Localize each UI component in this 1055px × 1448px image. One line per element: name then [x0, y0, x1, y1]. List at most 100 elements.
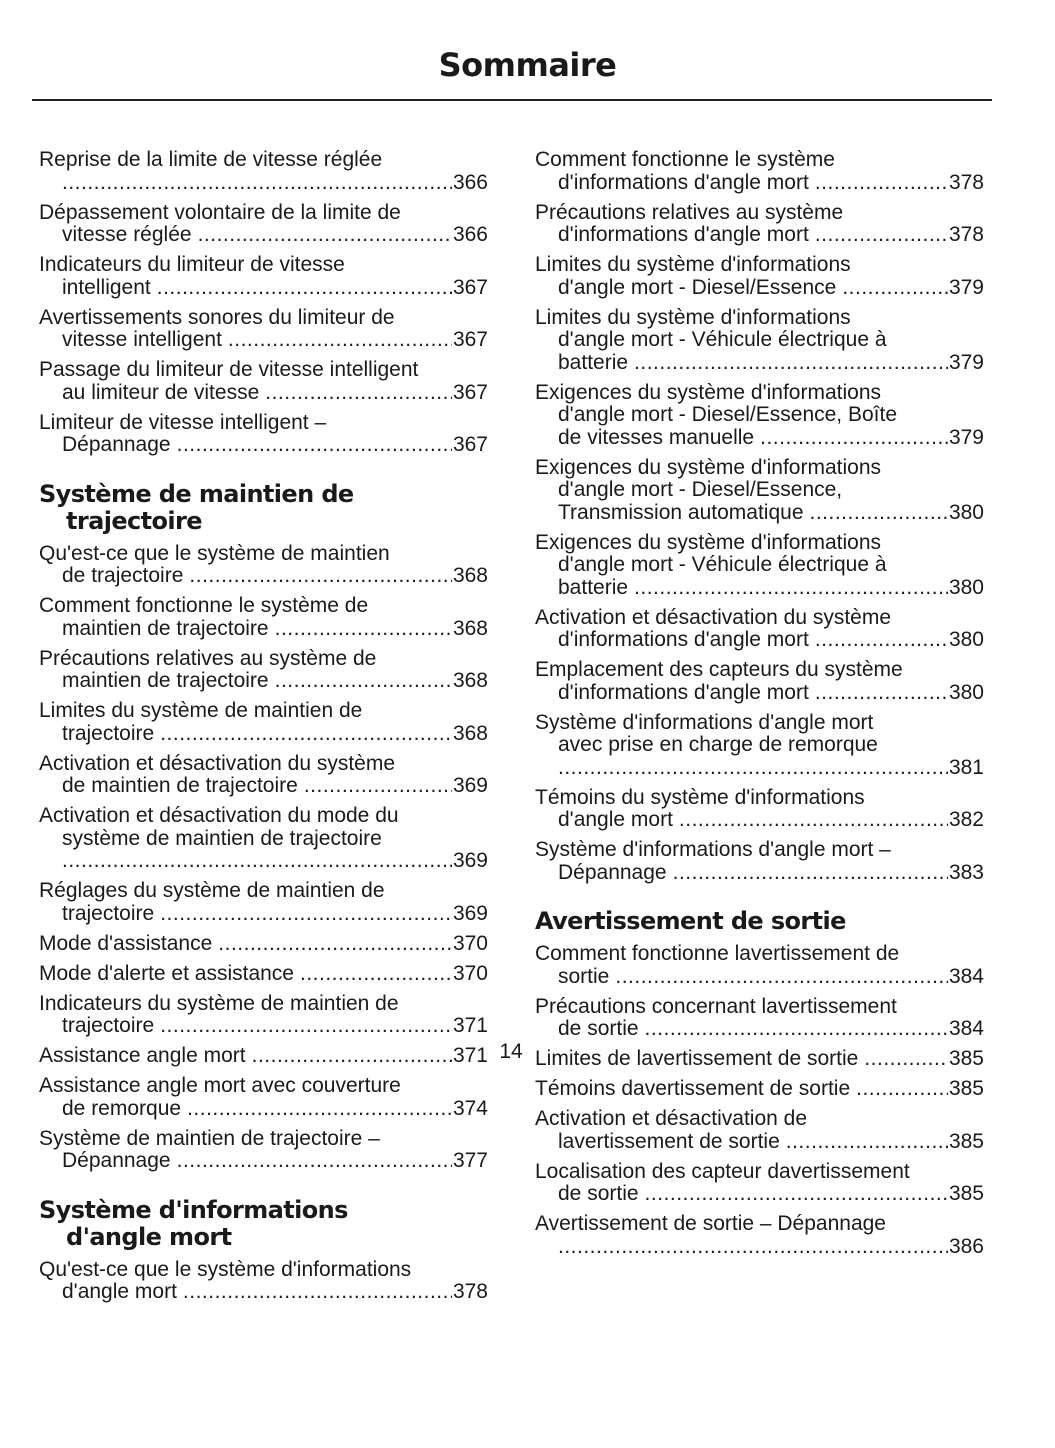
toc-page-number[interactable]: 370	[452, 961, 488, 985]
toc-entry[interactable]: Comment fonctionne le système de maintien…	[39, 594, 488, 640]
dot-leader	[815, 224, 948, 247]
toc-entry[interactable]: Système d'informations d'angle mort – Dép…	[535, 838, 984, 884]
toc-entry-text: Localisation des capteur davertissement	[535, 1159, 910, 1183]
toc-page-number[interactable]: 368	[452, 616, 488, 640]
toc-entry-last-line: 369	[39, 849, 488, 873]
toc-page-number[interactable]: 381	[948, 755, 984, 779]
toc-entry[interactable]: Exigences du système d'informations d'ang…	[535, 531, 984, 600]
toc-entry[interactable]: Avertissements sonores du limiteur de vit…	[39, 306, 488, 352]
toc-entry-last-line: trajectoire 371	[39, 1014, 488, 1038]
toc-entry[interactable]: Limites du système de maintien de traject…	[39, 699, 488, 745]
toc-page-number[interactable]: 385	[948, 1077, 984, 1100]
toc-page-number[interactable]: 366	[452, 223, 488, 246]
toc-page-number[interactable]: 382	[948, 808, 984, 831]
dot-leader	[810, 502, 948, 525]
toc-page-number[interactable]: 369	[452, 774, 488, 797]
toc-page-number[interactable]: 380	[948, 575, 984, 599]
page-title: Sommaire	[438, 46, 617, 84]
toc-entry-text: Système de maintien de trajectoire –	[39, 1126, 380, 1150]
toc-page-number[interactable]: 385	[948, 1182, 984, 1205]
toc-entry[interactable]: Comment fonctionne le système d'informati…	[535, 148, 984, 194]
toc-page-number[interactable]: 374	[452, 1096, 488, 1120]
toc-entry-last-line: lavertissement de sortie 385	[535, 1129, 984, 1154]
toc-page-number[interactable]: 386	[948, 1234, 984, 1258]
toc-entry[interactable]: Limiteur de vitesse intelligent – Dépanna…	[39, 411, 488, 457]
toc-entry[interactable]: Limites du système d'informations d'angle…	[535, 306, 984, 375]
toc-page-number[interactable]: 384	[948, 1017, 984, 1040]
toc-entry[interactable]: Qu'est-ce que le système de maintien de t…	[39, 542, 488, 588]
toc-entry[interactable]: Indicateurs du système de maintien de tra…	[39, 992, 488, 1038]
toc-entry[interactable]: Limites du système d'informations d'angle…	[535, 253, 984, 300]
toc-entry[interactable]: Activation et désactivation du mode du sy…	[39, 804, 488, 873]
toc-entry[interactable]: Activation et désactivation du système de…	[39, 752, 488, 798]
toc-entry[interactable]: Précautions relatives au système de maint…	[39, 646, 488, 693]
toc-page-number[interactable]: 369	[452, 901, 488, 925]
toc-entry-last-line: 381	[535, 755, 984, 780]
toc-page-number[interactable]: 378	[948, 223, 984, 246]
toc-entry[interactable]: Mode d'assistance 370	[39, 931, 488, 956]
toc-entry[interactable]: Précautions relatives au système d'inform…	[535, 201, 984, 247]
toc-entry[interactable]: Exigences du système d'informations d'ang…	[535, 456, 984, 525]
toc-page-number[interactable]: 383	[948, 860, 984, 884]
toc-page-number[interactable]: 368	[452, 721, 488, 745]
toc-entry[interactable]: Qu'est-ce que le système d'informations d…	[39, 1258, 488, 1304]
toc-page-number[interactable]: 368	[452, 564, 488, 587]
toc-page-number[interactable]: 367	[452, 275, 488, 299]
toc-page-number[interactable]: 379	[948, 275, 984, 299]
toc-entry[interactable]: Système d'informations d'angle mort avec …	[535, 711, 984, 780]
toc-entry[interactable]: Dépassement volontaire de la limite de vi…	[39, 201, 488, 247]
toc-page-number[interactable]: 367	[452, 433, 488, 456]
toc-page-number[interactable]: 371	[452, 1044, 488, 1067]
toc-page-number[interactable]: 371	[452, 1014, 488, 1037]
toc-entry[interactable]: Indicateurs du limiteur de vitesse intell…	[39, 253, 488, 299]
toc-entry[interactable]: Exigences du système d'informations d'ang…	[535, 381, 984, 450]
toc-page-number[interactable]: 377	[452, 1149, 488, 1172]
toc-entry[interactable]: Reprise de la limite de vitesse réglée 36…	[39, 148, 488, 194]
toc-page-number[interactable]: 385	[948, 1047, 984, 1070]
toc-entry-text: Limites du système de maintien de	[39, 699, 363, 722]
toc-entry[interactable]: Avertissement de sortie – Dépannage 386	[535, 1212, 984, 1258]
toc-page-number[interactable]: 367	[452, 328, 488, 351]
toc-entry[interactable]: Activation et désactivation de lavertisse…	[535, 1107, 984, 1154]
toc-page-number[interactable]: 370	[452, 931, 488, 955]
toc-entry[interactable]: Réglages du système de maintien de trajec…	[39, 879, 488, 925]
toc-entry-text: système de maintien de trajectoire	[62, 826, 382, 850]
toc-entry-text: Dépannage	[558, 860, 667, 884]
dot-leader	[160, 1015, 452, 1038]
toc-page-number[interactable]: 379	[948, 425, 984, 449]
toc-page-number[interactable]: 367	[452, 380, 488, 404]
toc-entry[interactable]: Témoins du système d'informations d'angle…	[535, 785, 984, 832]
toc-entry[interactable]: Localisation des capteur davertissement d…	[535, 1159, 984, 1206]
toc-page-number[interactable]: 378	[948, 170, 984, 194]
toc-page-number[interactable]: 385	[948, 1129, 984, 1153]
toc-entry[interactable]: Précautions concernant lavertissement de …	[535, 995, 984, 1041]
toc-page-number[interactable]: 380	[948, 500, 984, 524]
toc-entry[interactable]: Système de maintien de trajectoire – Dépa…	[39, 1126, 488, 1173]
toc-entry-text: Précautions relatives au système de	[39, 646, 377, 670]
toc-page-number[interactable]: 369	[452, 849, 488, 872]
toc-entry-last-line: d'angle mort 378	[39, 1280, 488, 1304]
toc-entry[interactable]: Témoins davertissement de sortie 385	[535, 1077, 984, 1101]
toc-entry-text: Témoins du système d'informations	[535, 785, 865, 809]
toc-entry[interactable]: Assistance angle mort avec couverture de …	[39, 1074, 488, 1120]
toc-page-number[interactable]: 380	[948, 680, 984, 704]
toc-entry[interactable]: Mode d'alerte et assistance 370	[39, 961, 488, 986]
toc-entry-text: de remorque	[62, 1096, 182, 1120]
toc-entry-last-line: Assistance angle mort 371	[39, 1044, 488, 1068]
toc-entry[interactable]: Limites de lavertissement de sortie 385	[535, 1047, 984, 1071]
toc-entry[interactable]: Activation et désactivation du système d'…	[535, 606, 984, 652]
toc-page-number[interactable]: 368	[452, 669, 488, 692]
toc-entry[interactable]: Assistance angle mort 371	[39, 1044, 488, 1068]
toc-page-number[interactable]: 380	[948, 628, 984, 651]
toc-page-number[interactable]: 379	[948, 350, 984, 374]
toc-entry[interactable]: Passage du limiteur de vitesse intellige…	[39, 358, 488, 404]
toc-entry-last-line: de sortie 384	[535, 1017, 984, 1041]
toc-entry[interactable]: Comment fonctionne lavertissement de sort…	[535, 942, 984, 988]
toc-entry-text: d'informations d'angle mort	[558, 170, 809, 194]
toc-entry-last-line: d'angle mort - Diesel/Essence 379	[535, 275, 984, 300]
toc-entry[interactable]: Emplacement des capteurs du système d'inf…	[535, 658, 984, 704]
toc-page-number[interactable]: 384	[948, 964, 984, 988]
toc-entry-text: intelligent	[62, 275, 151, 299]
toc-page-number[interactable]: 366	[452, 170, 488, 194]
toc-page-number[interactable]: 378	[452, 1280, 488, 1303]
